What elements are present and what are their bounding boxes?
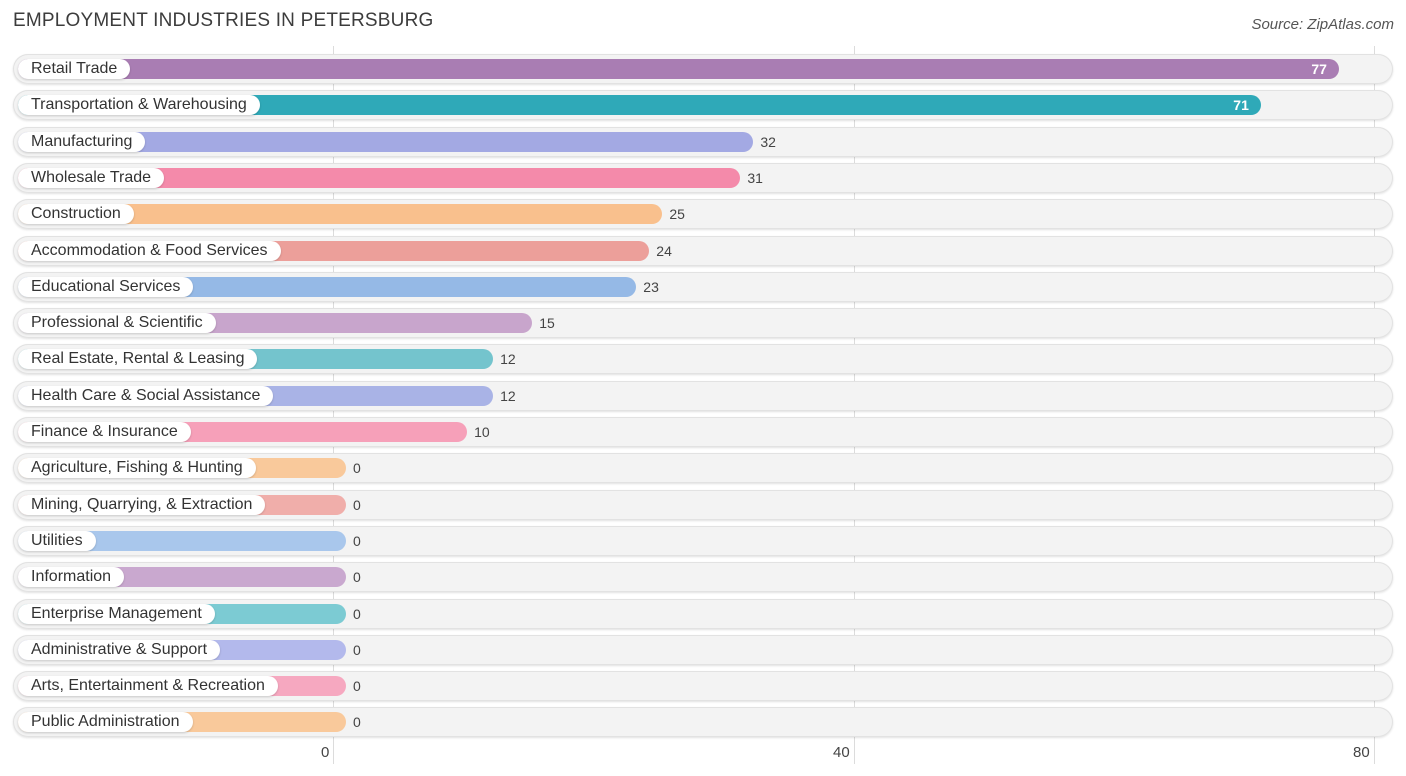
- bar: Mining, Quarrying, & Extraction: [18, 495, 346, 515]
- bar: Finance & Insurance: [18, 422, 468, 442]
- value-label: 0: [353, 533, 361, 549]
- bar: Construction: [18, 204, 663, 224]
- bar: Arts, Entertainment & Recreation: [18, 676, 346, 696]
- bar: Wholesale Trade: [18, 168, 741, 188]
- bar-row: Administrative & Support 0: [13, 635, 1393, 665]
- bar-row: Public Administration 0: [13, 707, 1393, 737]
- bar: Administrative & Support: [18, 640, 346, 660]
- value-label: 0: [353, 460, 361, 476]
- category-label: Mining, Quarrying, & Extraction: [18, 495, 266, 515]
- bar: Real Estate, Rental & Leasing: [18, 349, 494, 369]
- bar: Health Care & Social Assistance: [18, 386, 494, 406]
- x-tick-label: 40: [833, 744, 850, 761]
- value-label: 0: [353, 642, 361, 658]
- category-label: Manufacturing: [18, 132, 146, 152]
- value-label: 0: [353, 678, 361, 694]
- bar: Agriculture, Fishing & Hunting: [18, 458, 346, 478]
- bar: Transportation & Warehousing: [18, 95, 1261, 115]
- value-label: 12: [500, 351, 516, 367]
- value-label: 10: [474, 424, 490, 440]
- bar: Enterprise Management: [18, 604, 346, 624]
- value-label: 0: [353, 497, 361, 513]
- bar-row: Finance & Insurance 10: [13, 417, 1393, 447]
- bar-row: Accommodation & Food Services 24: [13, 236, 1393, 266]
- value-label: 77: [1311, 61, 1327, 77]
- category-label: Health Care & Social Assistance: [18, 386, 274, 406]
- value-label: 31: [747, 170, 763, 186]
- bar-row: Arts, Entertainment & Recreation 0: [13, 671, 1393, 701]
- category-label: Arts, Entertainment & Recreation: [18, 676, 278, 696]
- bar-row: Utilities 0: [13, 526, 1393, 556]
- category-label: Professional & Scientific: [18, 313, 216, 333]
- category-label: Enterprise Management: [18, 604, 215, 624]
- value-label: 0: [353, 569, 361, 585]
- bar-row: Information 0: [13, 562, 1393, 592]
- bar: Educational Services: [18, 277, 637, 297]
- category-label: Accommodation & Food Services: [18, 241, 281, 261]
- bar-row: Agriculture, Fishing & Hunting 0: [13, 453, 1393, 483]
- category-label: Retail Trade: [18, 59, 131, 79]
- x-tick-label: 0: [321, 744, 330, 761]
- bar-row: Enterprise Management 0: [13, 599, 1393, 629]
- bar: Accommodation & Food Services: [18, 241, 650, 261]
- bar-row: Professional & Scientific 15: [13, 308, 1393, 338]
- category-label: Information: [18, 567, 125, 587]
- category-label: Educational Services: [18, 277, 194, 297]
- bar: Information: [18, 567, 346, 587]
- value-label: 25: [669, 206, 685, 222]
- bar: Manufacturing: [18, 132, 754, 152]
- bar-row: Real Estate, Rental & Leasing 12: [13, 344, 1393, 374]
- value-label: 23: [643, 279, 659, 295]
- bar-row: Retail Trade 77: [13, 54, 1393, 84]
- category-label: Administrative & Support: [18, 640, 221, 660]
- bar: Professional & Scientific: [18, 313, 533, 333]
- value-label: 15: [539, 315, 555, 331]
- category-label: Transportation & Warehousing: [18, 95, 260, 115]
- x-tick-label: 80: [1353, 744, 1370, 761]
- category-label: Public Administration: [18, 712, 193, 732]
- bar: Retail Trade: [18, 59, 1339, 79]
- chart-title: EMPLOYMENT INDUSTRIES IN PETERSBURG: [13, 10, 434, 31]
- bar: Utilities: [18, 531, 346, 551]
- category-label: Utilities: [18, 531, 96, 551]
- value-label: 0: [353, 714, 361, 730]
- bar-row: Mining, Quarrying, & Extraction 0: [13, 490, 1393, 520]
- value-label: 0: [353, 606, 361, 622]
- bar-row: Manufacturing 32: [13, 127, 1393, 157]
- bar-row: Wholesale Trade 31: [13, 163, 1393, 193]
- value-label: 12: [500, 388, 516, 404]
- bar-row: Health Care & Social Assistance 12: [13, 381, 1393, 411]
- source-credit: Source: ZipAtlas.com: [1251, 16, 1394, 33]
- category-label: Construction: [18, 204, 134, 224]
- value-label: 71: [1233, 97, 1249, 113]
- bar: Public Administration: [18, 712, 346, 732]
- bar-row: Transportation & Warehousing 71: [13, 90, 1393, 120]
- value-label: 24: [656, 243, 672, 259]
- bar-row: Construction 25: [13, 199, 1393, 229]
- bar-row: Educational Services 23: [13, 272, 1393, 302]
- category-label: Agriculture, Fishing & Hunting: [18, 458, 256, 478]
- value-label: 32: [760, 134, 776, 150]
- category-label: Finance & Insurance: [18, 422, 191, 442]
- category-label: Real Estate, Rental & Leasing: [18, 349, 258, 369]
- category-label: Wholesale Trade: [18, 168, 165, 188]
